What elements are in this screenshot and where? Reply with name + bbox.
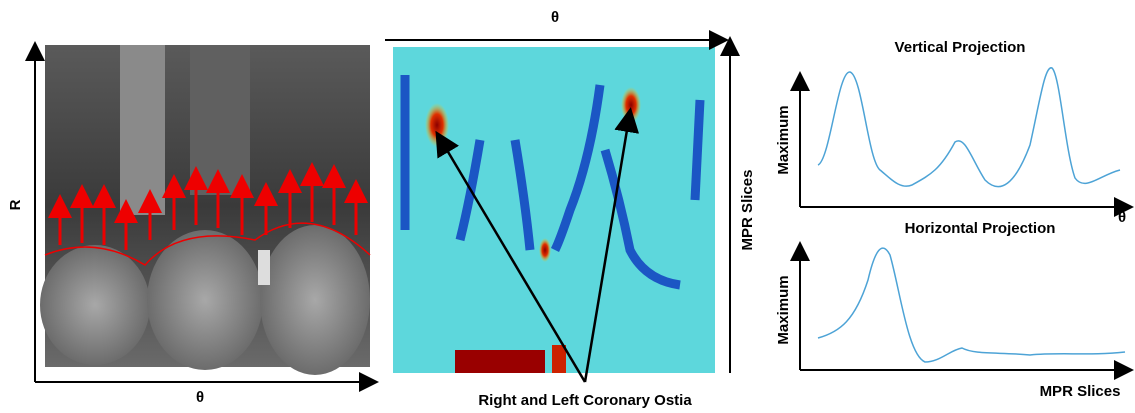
x-label: θ [551,9,559,26]
projection-curve [818,248,1125,362]
y-label: R [7,199,24,210]
x-label: θ [1118,209,1126,226]
x-label: MPR Slices [1040,383,1121,400]
y-label: Maximum [775,105,792,174]
plot-title: Vertical Projection [895,39,1026,56]
projection-curve [818,68,1120,187]
ct-image [40,45,370,375]
heatmap [393,47,715,373]
annotation: Right and Left Coronary Ostia [478,392,692,409]
figure: R θ θ MPR Slices Right and Left Coronary… [0,0,1135,413]
plot-title: Horizontal Projection [905,220,1056,237]
x-label: θ [196,389,204,406]
y-label: Maximum [775,275,792,344]
y-label: MPR Slices [739,170,756,251]
